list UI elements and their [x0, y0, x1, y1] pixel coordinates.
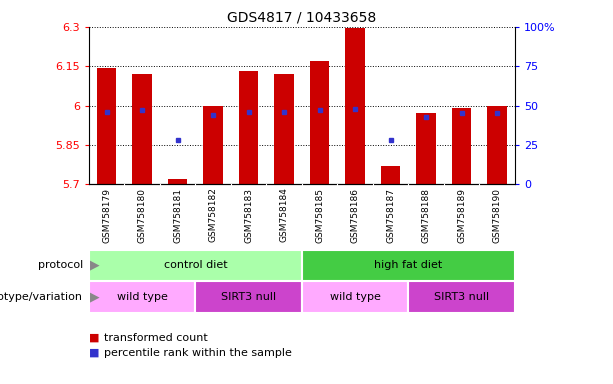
Text: ■: ■ — [89, 348, 103, 358]
Text: protocol: protocol — [37, 260, 83, 270]
Text: ■: ■ — [89, 333, 103, 343]
Bar — [345, 28, 365, 184]
Text: GSM758181: GSM758181 — [173, 188, 182, 243]
Text: GSM758179: GSM758179 — [102, 188, 111, 243]
Bar — [487, 106, 507, 184]
Text: genotype/variation: genotype/variation — [0, 292, 83, 302]
Bar — [408, 281, 515, 313]
Bar — [302, 281, 408, 313]
Text: wild type: wild type — [330, 292, 381, 302]
Text: GSM758187: GSM758187 — [386, 188, 395, 243]
Text: wild type: wild type — [116, 292, 167, 302]
Text: GSM758180: GSM758180 — [138, 188, 147, 243]
Bar — [381, 166, 400, 184]
Bar — [239, 71, 259, 184]
Bar — [275, 74, 294, 184]
Text: transformed count: transformed count — [104, 333, 208, 343]
Bar — [89, 250, 302, 281]
Text: control diet: control diet — [164, 260, 227, 270]
Text: GSM758185: GSM758185 — [315, 188, 324, 243]
Bar — [196, 281, 302, 313]
Text: GSM758183: GSM758183 — [244, 188, 253, 243]
Text: GSM758182: GSM758182 — [208, 188, 218, 242]
Bar — [132, 74, 152, 184]
Bar — [168, 179, 188, 184]
Text: SIRT3 null: SIRT3 null — [434, 292, 489, 302]
Bar — [310, 61, 329, 184]
Bar — [302, 250, 515, 281]
Text: SIRT3 null: SIRT3 null — [221, 292, 276, 302]
Text: high fat diet: high fat diet — [375, 260, 443, 270]
Bar — [89, 281, 196, 313]
Bar — [416, 113, 436, 184]
Bar — [97, 68, 116, 184]
Text: ▶: ▶ — [86, 290, 99, 303]
Text: percentile rank within the sample: percentile rank within the sample — [104, 348, 292, 358]
Bar — [452, 108, 471, 184]
Text: GSM758190: GSM758190 — [493, 188, 501, 243]
Bar — [204, 106, 223, 184]
Text: ▶: ▶ — [86, 259, 99, 272]
Title: GDS4817 / 10433658: GDS4817 / 10433658 — [227, 10, 376, 24]
Text: GSM758189: GSM758189 — [457, 188, 466, 243]
Text: GSM758188: GSM758188 — [422, 188, 431, 243]
Text: GSM758186: GSM758186 — [351, 188, 360, 243]
Text: GSM758184: GSM758184 — [280, 188, 289, 242]
